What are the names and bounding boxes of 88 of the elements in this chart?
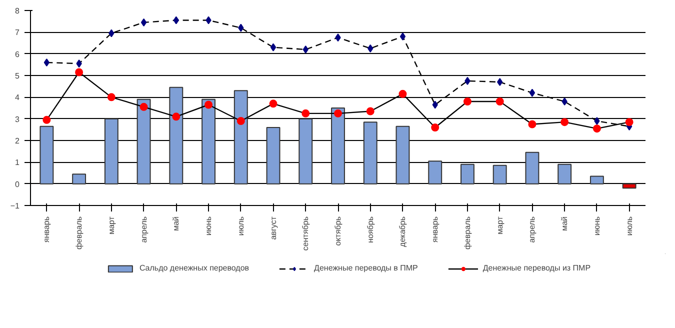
bar [40,126,54,184]
point [269,100,278,108]
x-tick-label: апрель [528,216,537,243]
point [398,90,407,98]
x-tick-label: январь [42,216,52,242]
point [42,116,51,124]
point [204,100,213,109]
bar [72,174,86,184]
point [496,98,504,106]
y-tick-label: 5 [15,72,20,80]
bar [234,90,248,184]
point [562,98,568,106]
point [432,100,438,109]
y-tick-label: 2 [15,136,20,146]
y-tick-label: −1 [10,202,20,210]
point [528,120,536,128]
point [140,102,148,111]
bar [169,86,184,184]
y-tick-label: 8 [15,6,20,16]
point [206,16,212,24]
x-tick-label: февраль [462,216,472,250]
point [400,32,406,40]
bar [104,118,118,184]
bar [136,98,151,184]
point [270,43,276,52]
x-tick-label: май [560,216,570,231]
x-tick-label: октябрь [334,216,342,246]
point [302,46,308,54]
bar [202,98,216,184]
x-tick-label: сентябрь [301,216,310,251]
bar [396,126,410,184]
point [140,18,147,26]
bar [558,164,572,184]
point [302,109,310,118]
x-tick-label: январь [430,216,440,242]
point [431,124,440,132]
point [625,118,634,126]
point [44,58,50,66]
point [368,44,374,52]
point [75,68,84,76]
legend-label: Сальдо денежных переводов [139,264,250,272]
x-tick-label: июнь [204,216,214,236]
y-tick-label: 3 [15,114,20,124]
point [107,93,116,102]
y-tick-label: 0 [15,180,20,189]
bar [363,122,378,184]
point [108,29,114,38]
legend-label: Денежные переводы в ПМР [314,264,418,272]
point [76,60,82,68]
bar [460,164,474,184]
x-tick-label: март [106,216,116,234]
point [172,112,180,121]
point [236,117,245,125]
x-tick-label: апрель [139,216,148,243]
x-tick-label: август [268,216,278,240]
legend-label: Денежные переводы из ПМР [482,264,591,272]
bar [622,183,636,189]
x-tick-label: ноябрь [366,216,375,243]
bar [590,176,604,184]
bar [266,127,280,184]
point [335,34,341,42]
x-tick-label: декабрь [398,216,408,247]
point [173,16,179,24]
bar [298,118,313,184]
y-tick-label: 7 [15,28,20,38]
x-tick-label: июль [236,216,246,236]
bar [428,160,442,184]
x-tick-label: февраль [74,216,84,250]
y-tick-label: 4 [15,93,20,102]
point [238,24,244,32]
point [334,109,342,118]
point [366,107,374,116]
bar [492,164,507,184]
x-tick-label: июнь [592,216,602,236]
point [497,78,503,86]
y-tick-label: 6 [15,50,20,59]
point [592,124,601,133]
bar [331,108,345,184]
x-tick-label: май [172,216,181,231]
point [464,76,470,85]
point [594,117,600,125]
point [560,118,569,126]
x-tick-label: март [495,216,504,234]
bar [525,152,540,184]
point [529,88,536,97]
point [463,98,472,106]
y-tick-label: 1 [15,158,20,168]
x-tick-label: июль [624,216,634,236]
